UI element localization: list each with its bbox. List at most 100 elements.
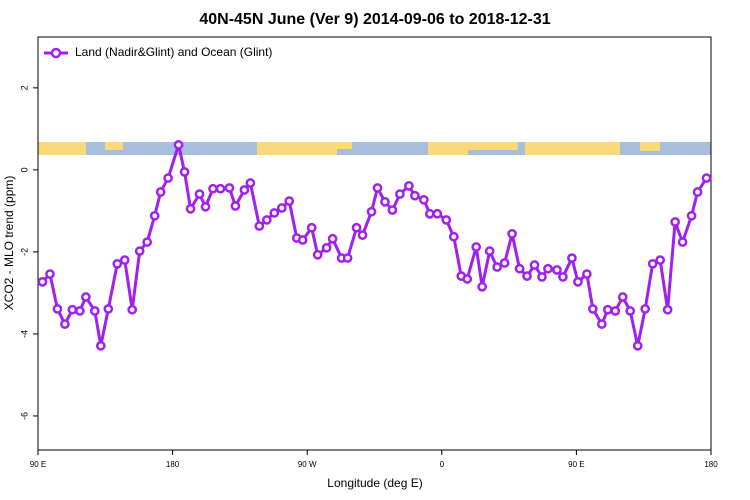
data-point	[477, 281, 488, 292]
data-point	[588, 304, 598, 314]
data-point	[558, 272, 568, 282]
data-point	[89, 306, 100, 316]
data-point	[366, 206, 377, 217]
data-point	[573, 276, 583, 287]
data-point	[103, 304, 114, 314]
data-point	[75, 306, 85, 316]
data-point	[357, 230, 368, 240]
y-tick-label: -2	[19, 248, 29, 256]
data-point	[372, 183, 383, 193]
plot-frame	[37, 36, 712, 451]
data-point	[647, 258, 658, 269]
data-point	[230, 201, 241, 211]
data-point	[351, 222, 362, 233]
data-point	[112, 258, 123, 269]
data-point	[404, 181, 414, 191]
data-point	[662, 304, 673, 315]
data-point	[245, 178, 256, 188]
y-tick-label: -6	[19, 412, 29, 420]
data-point	[95, 340, 106, 351]
data-point	[677, 237, 688, 247]
data-point	[552, 265, 562, 275]
data-point	[269, 208, 280, 218]
data-point	[327, 233, 338, 244]
data-point	[297, 235, 308, 245]
data-point	[625, 306, 636, 316]
land-band	[337, 142, 352, 149]
data-point	[81, 292, 91, 302]
data-point	[215, 183, 226, 194]
data-point	[127, 304, 138, 315]
data-point	[261, 215, 272, 225]
data-point	[239, 185, 250, 195]
x-tick-label: 90 W	[298, 460, 317, 469]
x-tick-label: 180	[166, 460, 180, 469]
data-point	[424, 208, 435, 219]
data-point	[306, 222, 317, 233]
x-axis-label: Longitude (deg E)	[327, 476, 422, 490]
x-tick-label: 180	[704, 460, 718, 469]
data-point	[640, 304, 651, 314]
data-point	[134, 246, 145, 256]
data-point	[312, 249, 323, 260]
data-point	[276, 203, 287, 213]
data-point	[67, 304, 78, 315]
data-point	[492, 262, 502, 272]
y-axis-label: XCO2 - MLO trend (ppm)	[2, 176, 16, 311]
data-point	[45, 269, 55, 279]
data-point	[173, 140, 184, 150]
data-point	[52, 304, 63, 314]
data-point	[410, 190, 420, 201]
data-point	[686, 210, 697, 221]
y-tick-label: -4	[19, 330, 29, 338]
data-point	[655, 255, 666, 265]
data-point	[602, 304, 613, 315]
data-line	[41, 143, 708, 348]
land-band	[428, 142, 468, 155]
data-point	[522, 271, 532, 281]
data-point	[499, 258, 510, 268]
data-point	[60, 319, 70, 329]
data-point	[149, 210, 160, 221]
data-point	[185, 203, 196, 214]
data-point	[380, 197, 390, 207]
data-point	[610, 306, 621, 316]
data-point	[670, 217, 680, 227]
data-point	[692, 187, 703, 197]
land-band	[105, 142, 123, 150]
land-band	[38, 142, 86, 155]
data-point	[419, 194, 429, 205]
data-point	[617, 292, 628, 302]
data-point	[200, 201, 211, 212]
data-point	[701, 173, 712, 183]
data-point	[142, 237, 153, 247]
data-point	[448, 231, 459, 242]
land-band	[257, 142, 337, 155]
data-point	[284, 196, 295, 206]
data-point	[462, 274, 473, 284]
data-point	[194, 189, 205, 199]
data-point	[163, 173, 173, 183]
data-point	[537, 272, 547, 282]
land-band	[468, 142, 518, 150]
data-point	[155, 187, 166, 197]
data-point	[342, 253, 353, 263]
data-point	[432, 208, 443, 219]
chart-title: 40N-45N June (Ver 9) 2014-09-06 to 2018-…	[199, 11, 550, 28]
data-point	[179, 167, 190, 177]
data-point	[484, 246, 495, 256]
data-point	[529, 260, 540, 270]
land-ocean-band	[38, 142, 711, 155]
data-point	[582, 269, 592, 279]
data-point	[514, 263, 525, 274]
x-tick-label: 0	[440, 460, 445, 469]
y-tick-label: 2	[19, 85, 29, 90]
data-point	[596, 319, 607, 329]
data-point	[395, 189, 405, 199]
x-tick-label: 90 E	[30, 460, 46, 469]
land-band	[640, 142, 660, 151]
data-point	[321, 242, 332, 253]
data-point	[254, 221, 265, 231]
data-point	[119, 255, 130, 265]
